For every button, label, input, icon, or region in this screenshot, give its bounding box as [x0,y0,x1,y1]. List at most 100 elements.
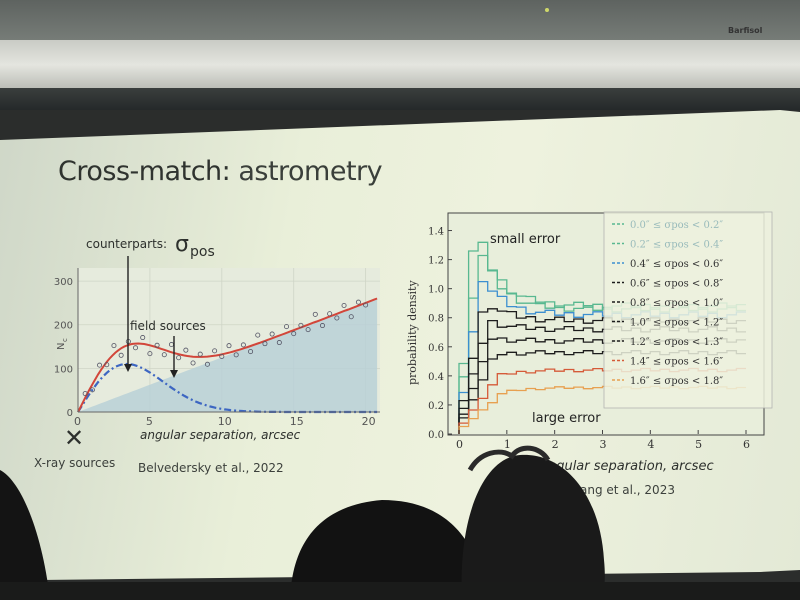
data-point [133,345,139,351]
data-point [298,322,304,328]
right-y-ticks: 0.0 0.2 0.4 0.6 0.8 1.0 1.2 1.4 [428,227,452,441]
right-y-axis-label: probability density [406,280,419,385]
sigma-subscript: pos [190,244,215,260]
field-sources-label: field sources [130,319,206,333]
data-point [276,340,282,346]
data-point [190,360,196,366]
legend-label: 0.4″ ≤ σpos < 0.6″ [630,259,723,270]
field-sources-fill [78,298,378,412]
screen-top-band [0,88,800,110]
right-y-tick-label: 0.2 [428,401,444,412]
left-y-tick-label: 0 [67,408,73,419]
data-point [118,352,124,358]
data-point [284,324,290,330]
x-ray-sources-label: X-ray sources [34,456,115,470]
counterparts-arrowhead [124,364,132,372]
data-point [363,302,369,308]
data-point [212,348,218,354]
right-y-tick-label: 0.6 [428,343,444,354]
data-point [226,343,232,349]
left-y-tick-label: 200 [54,321,73,332]
slide-title-main: Cross-match: [58,156,231,187]
left-y-label-n: N [56,343,67,350]
small-error-label: small error [490,232,561,247]
data-point [147,351,153,357]
right-y-tick-label: 0.8 [428,314,444,325]
field-sources-arrowhead [170,370,178,378]
left-x-tick-label: 20 [362,415,376,428]
data-point [240,342,246,348]
indicator-light [545,8,549,12]
left-y-tick-label: 100 [54,364,73,375]
left-y-ticks: 0 100 200 300 [54,277,73,419]
legend-label: 1.0″ ≤ σpos < 1.2″ [630,318,723,329]
left-citation: Belvedersky et al., 2022 [138,461,284,475]
data-point [161,352,167,358]
data-point [176,355,182,361]
data-point [154,342,160,348]
data-point [327,311,333,317]
left-x-ticks: 0 5 10 15 20 [74,415,376,428]
data-point [269,331,275,337]
data-point [197,351,203,357]
data-point [341,303,347,309]
data-point [305,327,311,333]
data-point [183,347,189,353]
data-point [355,299,361,305]
left-x-tick-label: 0 [74,415,81,428]
data-point [89,387,95,393]
left-x-tick-label: 15 [290,415,304,428]
legend-label: 1.4″ ≤ σpos < 1.6″ [630,357,723,368]
left-x-tick-label: 10 [218,415,232,428]
data-point [291,331,297,337]
large-error-label: large error [532,411,601,426]
projector-screen-housing [0,40,800,90]
counterparts-label: counterparts: [86,237,167,251]
right-x-tick-label: 4 [647,438,654,451]
right-y-tick-label: 0.0 [428,430,444,441]
legend-label: 0.8″ ≤ σpos < 1.0″ [630,298,723,309]
counterpart-curve [77,362,378,414]
legend-box [603,211,773,409]
x-ray-marker-icon: ✕ [64,424,84,452]
left-x-tick-label: 5 [146,415,153,428]
legend-label: 0.2″ ≤ σpos < 0.4″ [630,240,723,251]
data-point [312,311,318,317]
data-point [219,353,225,359]
slide-title-rest: astrometry [230,156,383,187]
right-x-tick-label: 0 [456,438,463,451]
legend-label: 0.6″ ≤ σpos < 0.8″ [630,279,723,290]
right-y-tick-label: 1.2 [428,256,444,267]
right-x-tick-label: 2 [552,438,559,451]
data-points [82,299,369,397]
sigma-symbol: σ [175,232,189,257]
legend-label: 1.2″ ≤ σpos < 1.3″ [630,337,723,348]
data-point [319,323,325,329]
left-y-label-sub: c [61,338,69,342]
data-point [334,315,340,321]
data-point [140,335,146,341]
screen-brand-label: Barfisol [728,26,763,35]
left-y-axis-label: N c [56,338,69,350]
legend-label: 0.0″ ≤ σpos < 0.2″ [630,220,723,231]
data-point [82,391,88,397]
left-y-tick-label: 300 [54,277,73,288]
data-point [204,361,210,367]
right-y-label-text: probability density [406,280,419,385]
right-citation: ang et al., 2023 [580,483,675,497]
legend-label: 1.6″ ≤ σpos < 1.8″ [630,376,723,387]
left-x-axis-label: angular separation, arcsec [140,428,301,442]
data-point [233,352,239,358]
data-point [111,343,117,349]
legend: 0.0″ ≤ σpos < 0.2″ 0.2″ ≤ σpos < 0.4″ 0.4″… [612,220,723,387]
right-x-tick-label: 3 [600,438,607,451]
data-point [104,362,110,368]
slide-title: Cross-match: astrometry [58,156,383,187]
data-point [262,341,268,347]
right-x-ticks: 0 1 2 3 4 5 6 [456,430,750,451]
right-x-tick-label: 5 [695,438,702,451]
data-point [248,349,254,355]
data-point [97,362,103,368]
